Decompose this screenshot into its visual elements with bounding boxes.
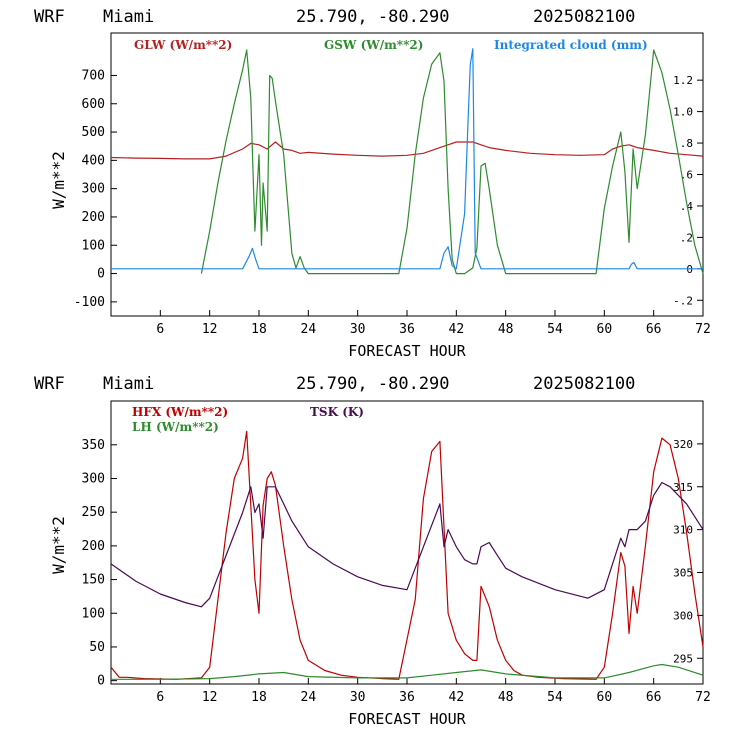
y2-tick-label: 1.2 bbox=[673, 74, 693, 87]
panel2-header: WRF Miami 25.790, -80.290 2025082100 bbox=[34, 374, 635, 394]
x-tick-label: 36 bbox=[399, 690, 415, 705]
panel2-coords: 25.790, -80.290 bbox=[296, 374, 450, 394]
y2-tick-label: 305 bbox=[673, 567, 693, 580]
series-line-lh bbox=[111, 663, 704, 680]
y2-tick-label: 1.0 bbox=[673, 106, 693, 119]
panel1-frame bbox=[110, 32, 704, 317]
y2-tick-label: 315 bbox=[673, 481, 693, 494]
panel1-model: WRF bbox=[34, 7, 65, 27]
x-tick-label: 66 bbox=[646, 690, 662, 705]
x-tick-label: 42 bbox=[449, 690, 465, 705]
y-tick-label: 200 bbox=[82, 539, 105, 554]
y-tick-label: 350 bbox=[82, 438, 105, 453]
panel1-datetime: 2025082100 bbox=[533, 7, 635, 27]
y2-tick-label: 295 bbox=[673, 652, 693, 665]
y2-tick-label: 320 bbox=[673, 438, 693, 451]
x-tick-label: 72 bbox=[695, 690, 711, 705]
y2-tick-label: .6 bbox=[680, 169, 693, 182]
panel2-datetime: 2025082100 bbox=[533, 374, 635, 394]
x-tick-label: 24 bbox=[301, 690, 317, 705]
y-tick-label: 50 bbox=[89, 640, 105, 655]
y-tick-label: 500 bbox=[82, 125, 105, 140]
y-tick-label: 150 bbox=[82, 573, 105, 588]
panel2-x-axis: 6 12 18 24 30 36 42 48 54 60 66 72 bbox=[156, 678, 711, 705]
panel2-location: Miami bbox=[103, 374, 154, 394]
y2-tick-label: 300 bbox=[673, 609, 693, 622]
panel1-legend-gsw: GSW (W/m**2) bbox=[324, 38, 423, 52]
y2-tick-label: .4 bbox=[680, 200, 694, 213]
panel2-xlabel: FORECAST HOUR bbox=[348, 710, 466, 728]
x-tick-label: 60 bbox=[597, 322, 613, 337]
panel1-legend: GLW (W/m**2) GSW (W/m**2) Integrated clo… bbox=[134, 38, 648, 52]
y-tick-label: 100 bbox=[82, 606, 105, 621]
y-tick-label: 100 bbox=[82, 238, 105, 253]
panel1-location: Miami bbox=[103, 7, 154, 27]
series-line-gsw bbox=[200, 49, 704, 275]
panel1-y2-axis: -.20.2.4.6.81.01.2 bbox=[673, 74, 703, 307]
x-tick-label: 24 bbox=[301, 322, 317, 337]
y2-tick-label: 310 bbox=[673, 524, 693, 537]
x-tick-label: 54 bbox=[547, 322, 563, 337]
panel2-legend-hfx: HFX (W/m**2) bbox=[132, 405, 228, 419]
x-tick-label: 42 bbox=[449, 322, 465, 337]
x-tick-label: 6 bbox=[156, 690, 164, 705]
panel2-legend-lh: LH (W/m**2) bbox=[132, 420, 219, 434]
x-tick-label: 18 bbox=[251, 322, 267, 337]
y-tick-label: 250 bbox=[82, 505, 105, 520]
panel1-coords: 25.790, -80.290 bbox=[296, 7, 450, 27]
series-line-integrated bbox=[111, 48, 703, 270]
series-line-glw bbox=[110, 141, 704, 160]
x-tick-label: 18 bbox=[251, 690, 267, 705]
x-tick-label: 66 bbox=[646, 322, 662, 337]
y-tick-label: 300 bbox=[82, 471, 105, 486]
panel2-legend-tsk: TSK (K) bbox=[310, 405, 364, 419]
series-line-tsk bbox=[110, 481, 704, 608]
y-tick-label: 0 bbox=[97, 267, 105, 282]
panel2-y-axis: 0 50 100 150 200 250 300 350 bbox=[82, 438, 117, 689]
y-tick-label: 700 bbox=[82, 68, 105, 83]
x-tick-label: 6 bbox=[156, 322, 164, 337]
panel2-legend: HFX (W/m**2) LH (W/m**2) TSK (K) bbox=[132, 405, 364, 434]
panel2-series bbox=[110, 430, 704, 680]
y-tick-label: 300 bbox=[82, 182, 105, 197]
x-tick-label: 12 bbox=[202, 322, 218, 337]
y-tick-label: 600 bbox=[82, 97, 105, 112]
x-tick-label: 30 bbox=[350, 322, 366, 337]
x-tick-label: 60 bbox=[597, 690, 613, 705]
panel1-legend-glw: GLW (W/m**2) bbox=[134, 38, 232, 52]
x-tick-label: 48 bbox=[498, 322, 514, 337]
y2-tick-label: .2 bbox=[680, 231, 693, 244]
panel1-series bbox=[110, 48, 704, 275]
panel1-header: WRF Miami 25.790, -80.290 2025082100 bbox=[34, 7, 635, 27]
panel2-y2-axis: 295 300 305 310 315 320 bbox=[673, 438, 703, 665]
y-tick-label: 400 bbox=[82, 153, 105, 168]
x-tick-label: 54 bbox=[547, 690, 563, 705]
panel1-x-axis: 6 12 18 24 30 36 42 48 54 60 66 72 bbox=[156, 310, 711, 337]
y-tick-label: 200 bbox=[82, 210, 105, 225]
panel1-ylabel: W/m**2 bbox=[49, 151, 68, 209]
x-tick-label: 30 bbox=[350, 690, 366, 705]
x-tick-label: 72 bbox=[695, 322, 711, 337]
panel1-legend-cloud: Integrated cloud (mm) bbox=[494, 38, 648, 52]
y-tick-label: -100 bbox=[74, 295, 105, 310]
panel2-ylabel: W/m**2 bbox=[49, 516, 68, 574]
y2-tick-label: -.2 bbox=[673, 294, 693, 307]
panel1-xlabel: FORECAST HOUR bbox=[348, 342, 466, 360]
y2-tick-label: .8 bbox=[680, 137, 693, 150]
panel1-y-axis: -100 0 100 200 300 400 500 600 700 bbox=[74, 68, 117, 310]
series-line-hfx bbox=[110, 430, 704, 680]
x-tick-label: 48 bbox=[498, 690, 514, 705]
x-tick-label: 12 bbox=[202, 690, 218, 705]
panel2-model: WRF bbox=[34, 374, 65, 394]
x-tick-label: 36 bbox=[399, 322, 415, 337]
y-tick-label: 0 bbox=[97, 674, 105, 689]
